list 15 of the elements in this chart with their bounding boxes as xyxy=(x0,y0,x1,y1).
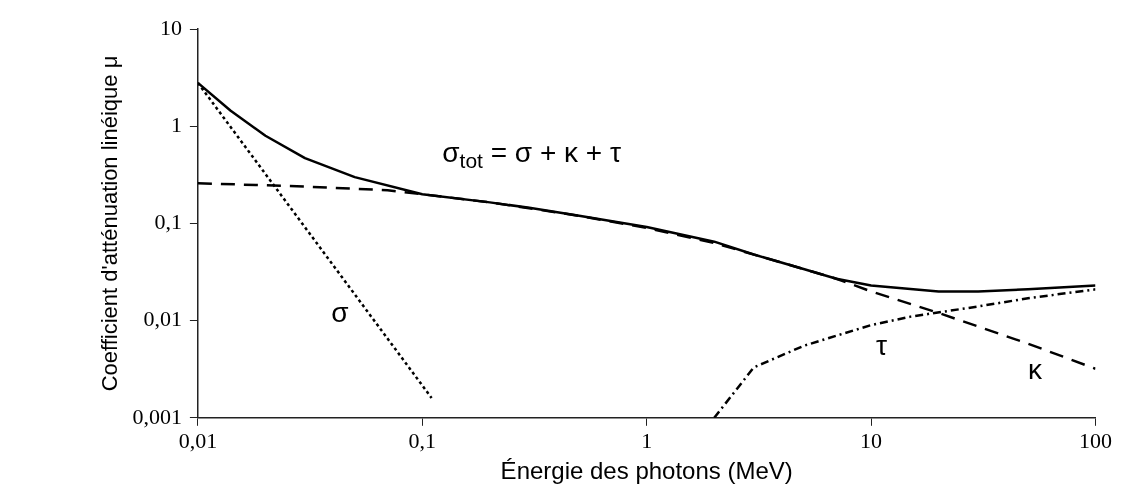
x-tick-label: 0,01 xyxy=(178,427,218,453)
y-axis-title: Coefficient d'atténuation linéique μ xyxy=(97,55,123,392)
y-tick-label: 0,01 xyxy=(143,306,182,332)
x-tick-label: 0,1 xyxy=(408,427,437,453)
x-axis-title: Énergie des photons (MeV) xyxy=(500,457,793,485)
x-tick-label: 10 xyxy=(860,427,883,453)
series-label: σ xyxy=(331,297,349,329)
y-tick-label: 0,001 xyxy=(132,403,182,429)
series-label: τ xyxy=(876,329,888,361)
series-label: κ xyxy=(1027,354,1043,386)
x-tick-label: 100 xyxy=(1079,427,1112,453)
y-tick-label: 1 xyxy=(170,112,182,138)
y-tick-label: 0,1 xyxy=(154,209,182,235)
x-tick-label: 1 xyxy=(641,427,653,453)
y-tick-label: 10 xyxy=(159,14,182,40)
